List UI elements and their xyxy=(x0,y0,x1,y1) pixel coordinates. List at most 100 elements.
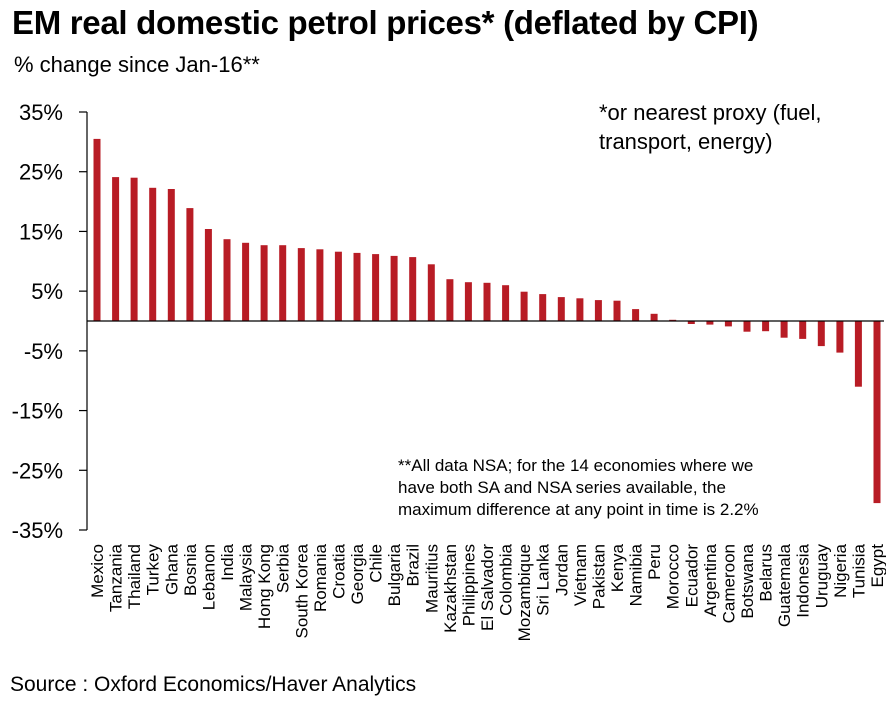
nsa-footnote: **All data NSA; for the 14 economies whe… xyxy=(398,456,759,519)
bar xyxy=(390,255,398,321)
bar xyxy=(799,321,807,339)
bar xyxy=(409,257,417,321)
y-tick-label: 15% xyxy=(19,219,63,244)
category-label: Tanzania xyxy=(107,543,126,612)
chart-subtitle: % change since Jan-16** xyxy=(14,52,260,77)
proxy-footnote: *or nearest proxy (fuel, transport, ener… xyxy=(599,100,822,154)
bar xyxy=(502,285,510,321)
category-label: Nigeria xyxy=(831,543,850,597)
bar xyxy=(464,282,472,321)
category-label: Argentina xyxy=(701,543,720,616)
category-label: Uruguay xyxy=(812,544,831,609)
category-label: Pakistan xyxy=(589,544,608,609)
bar xyxy=(594,300,602,321)
bar xyxy=(613,300,621,321)
bar xyxy=(873,321,881,504)
bar xyxy=(260,245,268,321)
y-tick-label: -5% xyxy=(24,339,63,364)
category-label: Jordan xyxy=(552,544,571,596)
category-label: Georgia xyxy=(348,543,367,604)
category-label: Belarus xyxy=(757,544,776,602)
source-note: Source : Oxford Economics/Haver Analytic… xyxy=(10,673,417,696)
category-label: Lebanon xyxy=(199,544,218,610)
y-tick-label: 5% xyxy=(31,279,63,304)
category-label: Croatia xyxy=(329,543,348,598)
bar xyxy=(149,187,157,321)
category-label: Indonesia xyxy=(794,543,813,617)
bar xyxy=(483,282,491,321)
category-label: Chile xyxy=(367,544,386,583)
category-label: Mauritius xyxy=(422,544,441,613)
bar xyxy=(650,313,658,321)
category-label: Mozambique xyxy=(515,544,534,641)
category-labels: Mexico Tanzania Thailand Turkey Ghana Bosnia L… xyxy=(88,543,886,641)
y-tick-label: 25% xyxy=(19,160,63,185)
bar xyxy=(112,177,120,321)
category-label: Kazakhstan xyxy=(441,544,460,633)
bar xyxy=(242,242,250,321)
bar xyxy=(687,321,695,324)
category-label: Bosnia xyxy=(181,543,200,596)
category-label: Botswana xyxy=(738,543,757,618)
bar xyxy=(817,321,825,347)
bars xyxy=(93,138,881,504)
chart-title: EM real domestic petrol prices* (deflate… xyxy=(12,4,759,41)
bar xyxy=(93,138,101,321)
category-label: Guatemala xyxy=(775,543,794,627)
bar xyxy=(372,254,380,321)
category-label: Ghana xyxy=(162,543,181,595)
category-label: Malaysia xyxy=(237,543,256,611)
bar xyxy=(706,321,714,325)
category-label: Tunisia xyxy=(849,543,868,598)
category-label: Vietnam xyxy=(571,544,590,606)
bar xyxy=(780,321,788,338)
category-label: Colombia xyxy=(497,543,516,615)
y-tick-label: -35% xyxy=(12,518,63,543)
category-label: Kenya xyxy=(608,543,627,592)
category-label: Hong Kong xyxy=(255,544,274,629)
y-axis: 35% 25% 15% 5% -5% -15% -25% -35% xyxy=(12,100,88,543)
category-label: South Korea xyxy=(292,543,311,638)
y-tick-label: 35% xyxy=(19,100,63,125)
category-label: India xyxy=(218,543,237,580)
category-label: Morocco xyxy=(664,544,683,609)
bar xyxy=(297,248,305,321)
bar xyxy=(130,177,138,321)
category-label: Thailand xyxy=(125,544,144,609)
category-label: Turkey xyxy=(144,544,163,596)
bar xyxy=(186,208,194,321)
y-tick-label: -25% xyxy=(12,458,63,483)
bar xyxy=(334,251,342,321)
category-label: Serbia xyxy=(274,543,293,593)
bar xyxy=(204,229,212,321)
category-label: Sri Lanka xyxy=(534,543,553,615)
category-label: Namibia xyxy=(627,543,646,606)
category-label: Peru xyxy=(645,544,664,580)
category-label: Egypt xyxy=(868,544,886,588)
category-label: El Salvador xyxy=(478,544,497,631)
bar xyxy=(836,321,844,353)
category-label: Philippines xyxy=(459,544,478,626)
bar xyxy=(557,297,565,321)
bar xyxy=(279,245,287,321)
category-label: Bulgaria xyxy=(385,543,404,606)
bar xyxy=(520,291,528,321)
category-label: Brazil xyxy=(404,544,423,587)
bar xyxy=(167,189,175,321)
bar xyxy=(743,321,751,332)
bar xyxy=(223,239,231,321)
bar xyxy=(446,279,454,321)
bar xyxy=(724,321,732,327)
bar xyxy=(576,298,584,321)
bar xyxy=(632,309,640,321)
bar xyxy=(762,321,770,332)
category-label: Mexico xyxy=(88,544,107,598)
bar xyxy=(316,249,324,321)
bar xyxy=(353,252,361,321)
category-label: Romania xyxy=(311,543,330,612)
bar xyxy=(427,264,435,321)
y-tick-label: -15% xyxy=(12,399,63,424)
bar xyxy=(539,294,547,321)
category-label: Ecuador xyxy=(682,544,701,608)
